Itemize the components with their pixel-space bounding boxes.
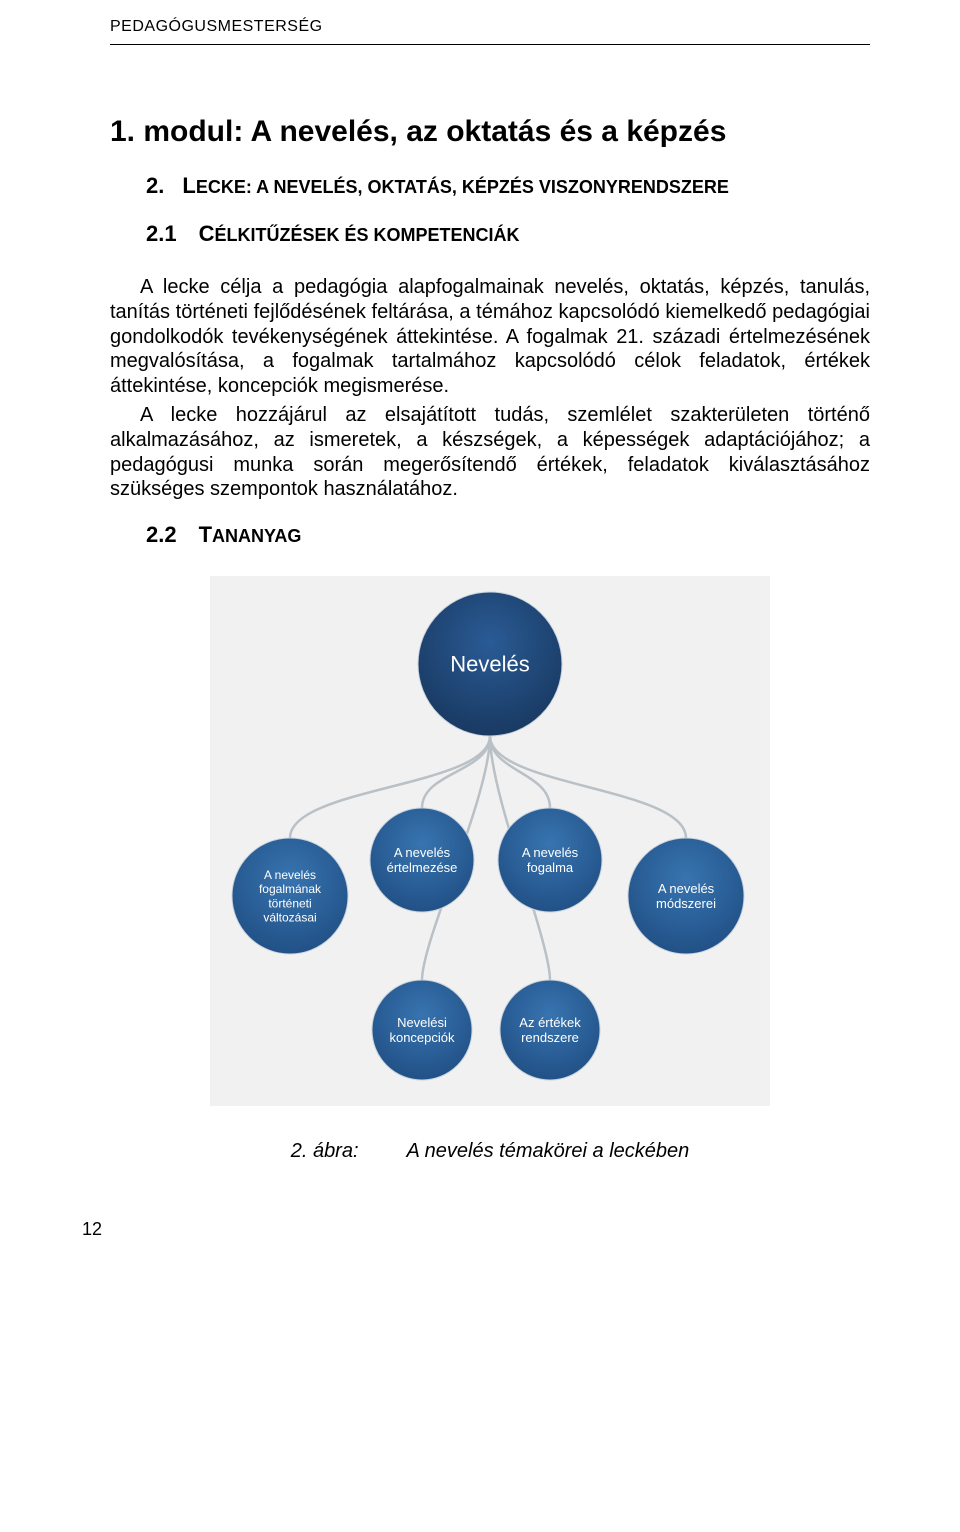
section-goals-sc: ÉLKITŰZÉSEK ÉS KOMPETENCIÁK — [214, 225, 519, 245]
section-goals-cap: C — [199, 221, 215, 246]
module-title: 1. modul: A nevelés, az oktatás és a kép… — [110, 115, 870, 149]
figure-number: 2. ábra: — [291, 1140, 359, 1162]
section-material-sc: ANANYAG — [212, 526, 301, 546]
svg-text:fogalma: fogalma — [527, 860, 574, 875]
svg-text:A nevelés: A nevelés — [522, 845, 579, 860]
section-goals-number: 2.1 — [146, 221, 177, 246]
svg-text:A nevelés: A nevelés — [394, 845, 451, 860]
page-number: 12 — [82, 1219, 870, 1240]
section-material-number: 2.2 — [146, 522, 177, 547]
section-material-title: 2.2 TANANYAG — [146, 522, 870, 548]
svg-text:változásai: változásai — [263, 911, 316, 925]
figure-caption-text: A nevelés témakörei a leckében — [407, 1140, 690, 1162]
svg-text:A nevelés: A nevelés — [658, 881, 715, 896]
lesson-text-cap: L — [182, 173, 195, 198]
svg-text:módszerei: módszerei — [656, 896, 716, 911]
svg-text:értelmezése: értelmezése — [387, 860, 458, 875]
paragraph-1: A lecke célja a pedagógia alapfogalmaina… — [110, 275, 870, 399]
lesson-title: 2. LECKE: A NEVELÉS, OKTATÁS, KÉPZÉS VISZ… — [146, 173, 870, 199]
figure-caption: 2. ábra: A nevelés témakörei a leckében — [110, 1140, 870, 1163]
svg-text:rendszere: rendszere — [521, 1030, 579, 1045]
lesson-text-sc: ECKE: A NEVELÉS, OKTATÁS, KÉPZÉS VISZONY… — [196, 177, 729, 197]
svg-text:történeti: történeti — [268, 896, 311, 910]
svg-text:fogalmának: fogalmának — [259, 882, 322, 896]
running-head: PEDAGÓGUSMESTERSÉG — [110, 18, 870, 36]
section-material-cap: T — [199, 522, 212, 547]
svg-text:Nevelési: Nevelési — [397, 1015, 447, 1030]
header-rule — [110, 44, 870, 45]
svg-text:Az értékek: Az értékek — [519, 1015, 581, 1030]
svg-text:koncepciók: koncepciók — [389, 1030, 455, 1045]
paragraph-2: A lecke hozzájárul az elsajátított tudás… — [110, 403, 870, 502]
svg-text:Nevelés: Nevelés — [450, 652, 529, 677]
section-goals-title: 2.1 CÉLKITŰZÉSEK ÉS KOMPETENCIÁK — [146, 221, 870, 247]
lesson-number: 2. — [146, 173, 164, 198]
diagram-container: NevelésA nevelésfogalmánaktörténetiválto… — [110, 576, 870, 1106]
concept-diagram: NevelésA nevelésfogalmánaktörténetiválto… — [210, 576, 770, 1106]
svg-text:A nevelés: A nevelés — [264, 868, 316, 882]
